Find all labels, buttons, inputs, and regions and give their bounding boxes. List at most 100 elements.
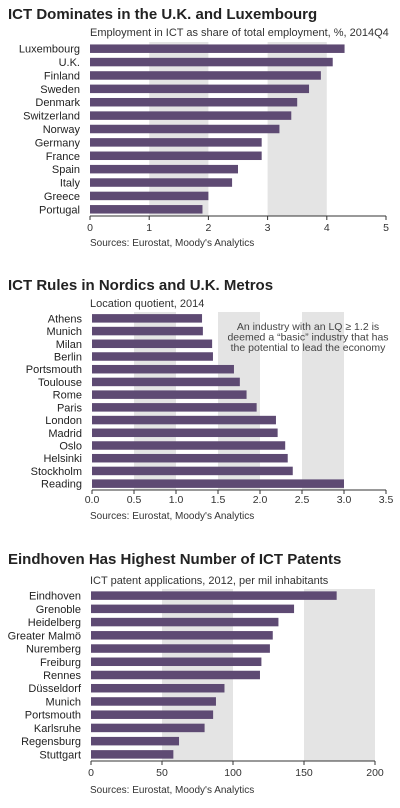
chart-3-category-label: Nuremberg	[26, 644, 81, 656]
chart-2-tick-label: 0.5	[127, 494, 142, 506]
chart-1-category-label: Portugal	[39, 204, 80, 216]
chart-3-tick-label: 200	[366, 767, 384, 779]
chart-1-bar	[90, 151, 262, 161]
chart-3-bar	[91, 591, 337, 600]
chart-3-category-label: Portsmouth	[25, 710, 81, 722]
chart-1-bar	[90, 97, 298, 107]
chart-1-category-label: Spain	[52, 164, 80, 176]
chart-3-tick-label: 100	[224, 767, 242, 779]
chart-2-bar	[92, 339, 213, 349]
chart-2-source: Sources: Eurostat, Moody's Analytics	[90, 511, 254, 522]
chart-3-bar	[91, 683, 225, 693]
chart-3-category-label: Greater Malmö	[8, 630, 81, 642]
chart-2-tick-label: 3.5	[379, 494, 394, 506]
chart-3-category-label: Regensburg	[21, 736, 81, 748]
chart-2-bar	[92, 428, 278, 438]
chart-1-bar	[90, 84, 310, 94]
chart-3-bar	[91, 736, 180, 746]
chart-1-tick-label: 5	[383, 222, 389, 234]
chart-3-category-label: Eindhoven	[29, 591, 81, 603]
chart-1-category-label: Finland	[44, 70, 80, 82]
chart-3-category-label: Stuttgart	[39, 749, 81, 761]
chart-2-title: ICT Rules in Nordics and U.K. Metros	[8, 277, 273, 294]
chart-3-source: Sources: Eurostat, Moody's Analytics	[90, 785, 254, 796]
chart-3-tick-label: 0	[88, 767, 94, 779]
chart-1-bar	[90, 71, 321, 80]
chart-2-bar	[92, 352, 213, 361]
chart-1-tick-label: 3	[265, 222, 271, 234]
chart-1-tick-label: 2	[205, 222, 211, 234]
chart-1-bar	[90, 178, 233, 187]
chart-1-category-label: Denmark	[35, 97, 80, 109]
chart-1-category-label: Greece	[44, 191, 80, 203]
chart-3-bar	[91, 697, 216, 706]
chart-3-subtitle: ICT patent applications, 2012, per mil i…	[90, 575, 329, 587]
chart-3-tick-label: 150	[295, 767, 313, 779]
chart-2-grid-band	[134, 312, 176, 490]
chart-2-category-label: Toulouse	[38, 377, 82, 389]
chart-3-category-label: Karlsruhe	[34, 723, 81, 735]
chart-2-tick-label: 2.5	[295, 494, 310, 506]
chart-2-category-label: Berlin	[54, 352, 82, 364]
chart-3-bar	[91, 617, 279, 627]
chart-3-bar	[91, 723, 205, 733]
chart-3-bar	[91, 631, 273, 640]
chart-1-bar	[90, 138, 262, 147]
chart-2-subtitle: Location quotient, 2014	[90, 298, 204, 310]
chart-3-category-label: Freiburg	[40, 657, 81, 669]
chart-3-bar	[91, 670, 260, 680]
chart-1-source: Sources: Eurostat, Moody's Analytics	[90, 238, 254, 249]
chart-1-category-label: Italy	[60, 178, 81, 190]
chart-2-bar	[92, 364, 234, 374]
chart-2-grid-band	[302, 312, 344, 490]
chart-3-grid-band	[304, 589, 375, 761]
chart-2-bar	[92, 453, 288, 463]
chart-2-tick-label: 0.0	[85, 494, 100, 506]
chart-2-tick-label: 2.0	[253, 494, 268, 506]
chart-3-bar	[91, 644, 270, 653]
chart-2-category-label: Helsinki	[43, 453, 82, 465]
chart-2-category-label: Stockholm	[31, 466, 82, 478]
chart-2-bar	[92, 415, 276, 425]
chart-1-bar	[90, 111, 292, 120]
chart-2-annotation: deemed a “basic” industry that has	[227, 332, 388, 344]
chart-2-category-label: Rome	[53, 390, 82, 402]
chart-2-bar	[92, 390, 247, 399]
chart-3-bar	[91, 710, 214, 719]
chart-3-bar	[91, 657, 262, 667]
chart-2-bar	[92, 441, 286, 450]
chart-2-category-label: Athens	[48, 313, 83, 325]
chart-2-annotation: the potential to lead the economy	[231, 342, 386, 354]
chart-1-category-label: Norway	[43, 124, 81, 136]
chart-2-bar	[92, 314, 203, 323]
chart-1-bar	[90, 191, 209, 201]
chart-2-tick-label: 1.0	[169, 494, 184, 506]
chart-2-bar	[92, 479, 344, 488]
chart-3-category-label: Munich	[46, 696, 81, 708]
chart-3-bar	[91, 750, 174, 759]
chart-2-bar	[92, 466, 293, 476]
chart-2-tick-label: 1.5	[211, 494, 226, 506]
chart-1-category-label: U.K.	[59, 57, 80, 69]
chart-2-category-label: Madrid	[48, 428, 82, 440]
chart-1-bar	[90, 164, 238, 174]
chart-1-tick-label: 4	[324, 222, 330, 234]
chart-1-bar	[90, 57, 333, 67]
chart-1-bar	[90, 205, 203, 214]
chart-2-category-label: Oslo	[59, 441, 82, 453]
chart-2-category-label: Reading	[41, 479, 82, 491]
chart-1-title: ICT Dominates in the U.K. and Luxembourg	[8, 6, 317, 23]
chart-1-category-label: Switzerland	[23, 111, 80, 123]
chart-2-category-label: Paris	[57, 402, 83, 414]
chart-1-bar	[90, 44, 345, 53]
chart-2-category-label: Portsmouth	[26, 364, 82, 376]
chart-1-subtitle: Employment in ICT as share of total empl…	[90, 27, 389, 39]
chart-2-tick-label: 3.0	[337, 494, 352, 506]
chart-3-category-label: Rennes	[43, 670, 81, 682]
chart-1-bar	[90, 124, 280, 134]
chart-1-category-label: France	[46, 151, 80, 163]
chart-2-bar	[92, 326, 203, 336]
chart-1-tick-label: 1	[146, 222, 152, 234]
